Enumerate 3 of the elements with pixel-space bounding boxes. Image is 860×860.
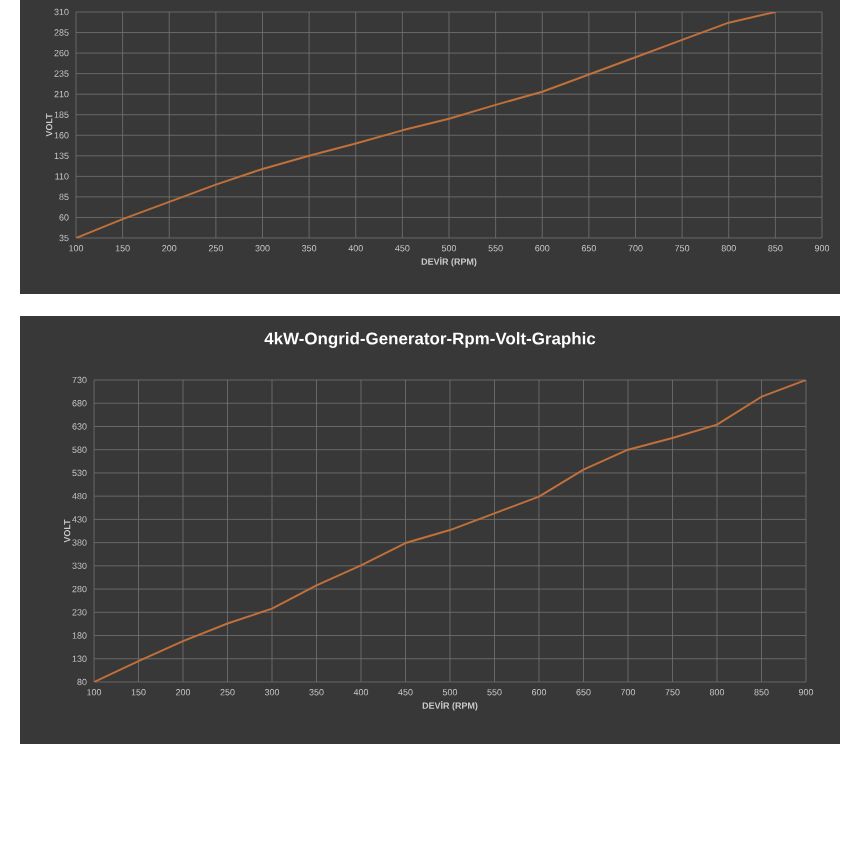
line-series [94,380,806,682]
line-series [76,11,777,238]
chart-title: 4kW-Ongrid-Generator-Rpm-Volt-Graphic [264,332,596,348]
